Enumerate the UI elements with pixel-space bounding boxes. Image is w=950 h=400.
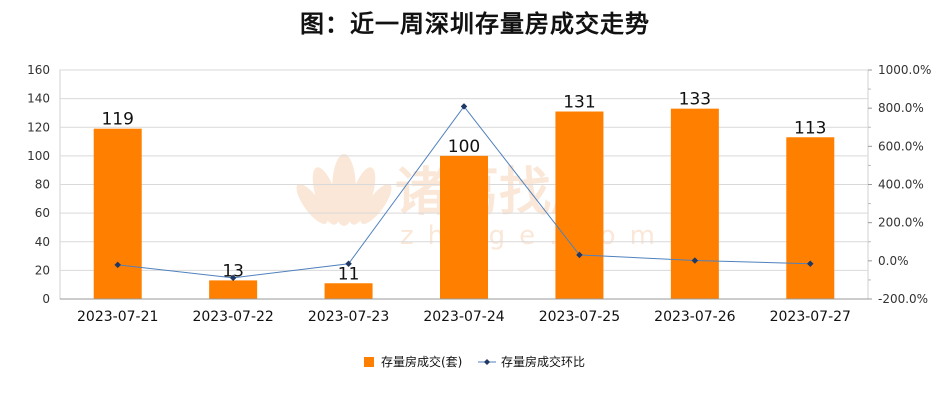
- y-left-tick-label: 140: [27, 92, 50, 106]
- legend-marker-line: [484, 359, 490, 365]
- legend-label-line: 存量房成交环比: [501, 354, 585, 369]
- bar-data-label: 11: [338, 264, 360, 284]
- line-point: [229, 274, 237, 282]
- x-tick-label: 2023-07-23: [308, 309, 389, 325]
- line-point: [345, 260, 352, 268]
- line-point: [576, 251, 583, 259]
- line-point: [806, 260, 814, 268]
- x-tick-label: 2023-07-24: [423, 309, 504, 325]
- line-point: [691, 257, 699, 264]
- bar-data-label: 113: [794, 118, 826, 138]
- x-tick-label: 2023-07-27: [770, 309, 851, 325]
- x-tick-label: 2023-07-26: [654, 309, 735, 325]
- y-left-tick-label: 0: [42, 292, 50, 306]
- y-left-tick-label: 20: [35, 263, 50, 277]
- bar-data-label: 13: [222, 261, 244, 281]
- legend-swatch-bar: [364, 357, 374, 367]
- bar: [93, 128, 142, 299]
- x-tick-label: 2023-07-21: [77, 309, 158, 325]
- y-right-tick-label: 800.0%: [878, 101, 924, 115]
- bar: [670, 108, 719, 299]
- y-right-tick-label: 600.0%: [878, 139, 924, 153]
- bar: [324, 283, 373, 299]
- line-point: [460, 103, 468, 110]
- bar-data-label: 131: [563, 93, 595, 113]
- x-tick-label: 2023-07-25: [539, 309, 620, 325]
- y-right-tick-label: 0.0%: [878, 254, 909, 268]
- y-left-tick-label: 160: [27, 63, 50, 77]
- watermark-logo-icon: [296, 154, 392, 226]
- bar-series: 119 13 11 100 131 133 113: [93, 90, 835, 299]
- bar: [440, 155, 488, 299]
- bar-data-label: 119: [101, 110, 133, 130]
- y-right-tick-label: 1000.0%: [878, 63, 931, 77]
- bar: [555, 111, 604, 299]
- bar-data-label: 100: [448, 137, 480, 157]
- legend: 存量房成交(套) 存量房成交环比: [364, 354, 585, 369]
- legend-label-bar: 存量房成交(套): [381, 354, 462, 369]
- y-right-tick-label: 200.0%: [878, 216, 924, 230]
- y-left-tick-label: 100: [27, 149, 50, 163]
- y-left-tick-label: 40: [35, 235, 50, 249]
- line-series: [114, 103, 814, 282]
- bar-data-label: 133: [679, 90, 711, 110]
- y-left-tick-label: 80: [35, 178, 50, 192]
- y-left-tick-label: 60: [35, 206, 50, 220]
- y-left-tick-label: 120: [27, 120, 50, 134]
- chart-title: 图：近一周深圳存量房成交走势: [300, 10, 650, 38]
- bar: [209, 280, 258, 299]
- y-right-tick-label: -200.0%: [878, 292, 928, 306]
- bar: [786, 137, 835, 299]
- axes: 0 20 40 60 80 100 120 140 160 -200.0% 0.0% 200.0% 40…: [27, 63, 931, 325]
- y-right-tick-label: 400.0%: [878, 178, 924, 192]
- x-tick-label: 2023-07-22: [192, 309, 273, 325]
- line-point: [114, 261, 122, 269]
